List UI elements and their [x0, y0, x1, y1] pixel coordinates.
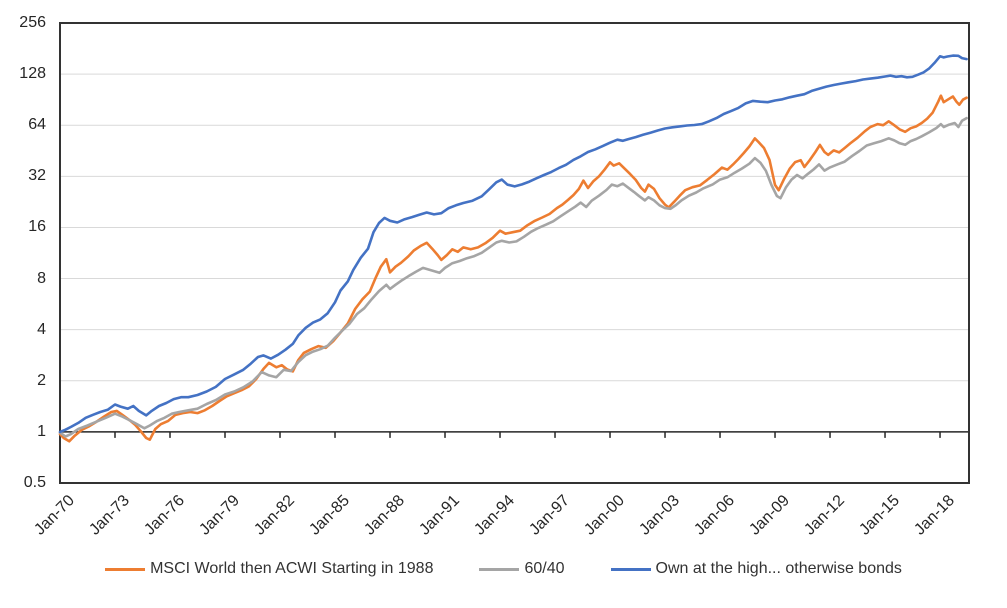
legend-swatch-msci — [105, 567, 146, 571]
y-axis-tick-label: 16 — [28, 218, 46, 236]
chart-legend: MSCI World then ACWI Starting in 1988 60… — [0, 560, 1007, 578]
legend-label-own-at-high: Own at the high... otherwise bonds — [655, 560, 902, 577]
series-line-1 — [58, 116, 968, 438]
legend-label-60-40: 60/40 — [524, 560, 565, 577]
y-axis-tick-label: 2 — [37, 371, 46, 389]
legend-label-msci: MSCI World then ACWI Starting in 1988 — [150, 560, 434, 577]
legend-swatch-60-40 — [479, 567, 520, 571]
y-axis-tick-label: 64 — [28, 116, 46, 134]
series-line-2 — [58, 54, 968, 434]
plot-border — [59, 22, 970, 484]
legend-item-msci: MSCI World then ACWI Starting in 1988 — [105, 560, 433, 578]
y-axis-tick-label: 32 — [28, 167, 46, 185]
y-axis-tick-label: 0.5 — [23, 474, 46, 491]
y-axis-tick-label: 4 — [37, 320, 46, 338]
series-line-0 — [58, 94, 968, 443]
y-axis-tick-label: 128 — [19, 65, 46, 83]
legend-item-60-40: 60/40 — [479, 560, 565, 578]
y-axis-tick-label: 256 — [19, 14, 46, 31]
legend-item-own-at-high: Own at the high... otherwise bonds — [610, 560, 902, 578]
y-axis-tick-label: 8 — [37, 269, 46, 287]
y-axis-tick-label: 1 — [37, 422, 46, 440]
legend-swatch-own-at-high — [610, 567, 651, 571]
